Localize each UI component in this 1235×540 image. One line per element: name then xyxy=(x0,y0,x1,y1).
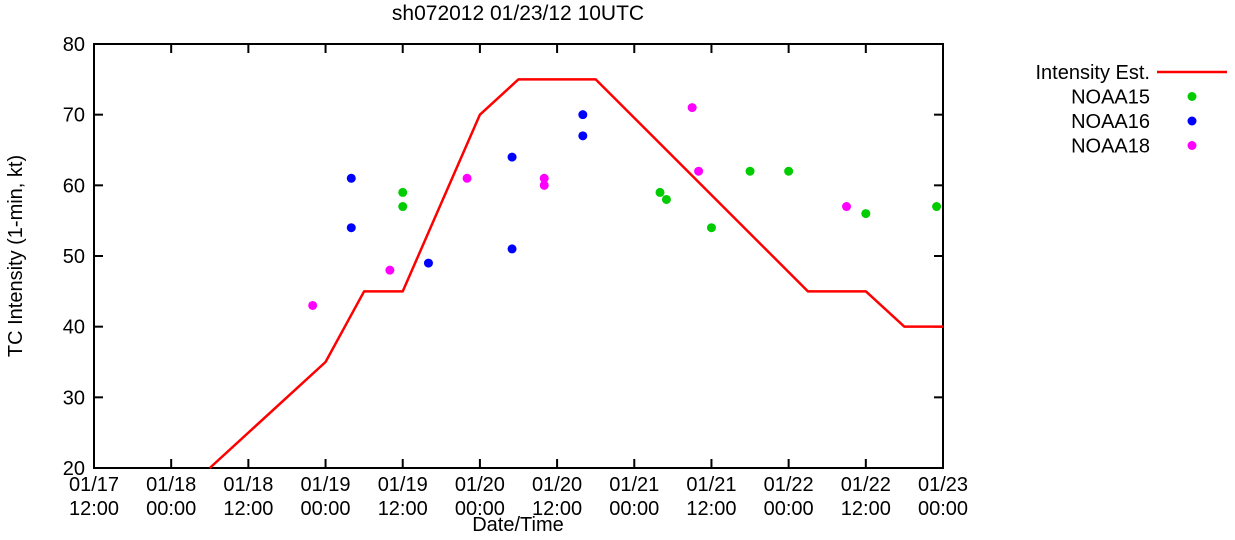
scatter-point-noaa18 xyxy=(687,103,697,113)
y-axis-label: TC Intensity (1-min, kt) xyxy=(5,155,27,357)
chart-title: sh072012 01/23/12 10UTC xyxy=(392,2,644,25)
scatter-point-noaa15 xyxy=(861,209,871,219)
plot-border xyxy=(93,43,944,469)
scatter-point-noaa16 xyxy=(423,258,433,268)
scatter-point-noaa15 xyxy=(655,187,665,197)
scatter-point-noaa15 xyxy=(932,202,942,212)
x-tick-time-label: 00:00 xyxy=(609,498,659,520)
legend-marker-noaa16 xyxy=(1187,116,1197,126)
x-tick-date-label: 01/22 xyxy=(841,474,891,496)
x-tick-time-label: 00:00 xyxy=(146,498,196,520)
scatter-point-noaa18 xyxy=(694,166,704,176)
y-tick-label: 80 xyxy=(63,34,85,56)
x-tick-time-label: 00:00 xyxy=(301,498,351,520)
x-tick-date-label: 01/18 xyxy=(223,474,273,496)
x-tick-date-label: 01/21 xyxy=(686,474,736,496)
x-tick-time-label: 12:00 xyxy=(532,498,582,520)
scatter-point-noaa15 xyxy=(745,166,755,176)
scatter-point-noaa16 xyxy=(507,244,517,254)
axis-ticks: 2030405060708001/1712:0001/1800:0001/181… xyxy=(63,34,968,520)
scatter-point-noaa18 xyxy=(539,180,549,190)
x-tick-date-label: 01/18 xyxy=(146,474,196,496)
scatter-point-noaa16 xyxy=(346,173,356,183)
scatter-point-noaa16 xyxy=(578,110,588,120)
series-line-intensity-est xyxy=(208,78,943,469)
scatter-point-noaa18 xyxy=(308,300,318,310)
x-axis-label: Date/Time xyxy=(472,514,564,536)
legend-label-noaa18: NOAA18 xyxy=(1071,136,1150,158)
x-tick-time-label: 12:00 xyxy=(378,498,428,520)
x-tick-time-label: 00:00 xyxy=(455,498,505,520)
legend-label-noaa16: NOAA16 xyxy=(1071,111,1150,133)
x-tick-time-label: 00:00 xyxy=(918,498,968,520)
x-tick-date-label: 01/20 xyxy=(455,474,505,496)
scatter-point-noaa15 xyxy=(398,187,408,197)
legend-marker-noaa15 xyxy=(1187,92,1197,101)
legend-label-intensity-est: Intensity Est. xyxy=(1036,62,1151,84)
x-tick-date-label: 01/21 xyxy=(609,474,659,496)
y-tick-label: 40 xyxy=(63,317,85,339)
x-tick-time-label: 12:00 xyxy=(223,498,273,520)
y-tick-label: 20 xyxy=(63,458,85,480)
y-tick-label: 70 xyxy=(63,105,85,127)
scatter-point-noaa18 xyxy=(462,173,472,183)
x-tick-time-label: 12:00 xyxy=(686,498,736,520)
y-tick-label: 60 xyxy=(63,175,85,197)
x-tick-time-label: 12:00 xyxy=(841,498,891,520)
scatter-point-noaa16 xyxy=(346,223,356,233)
scatter-point-noaa15 xyxy=(706,223,716,233)
x-tick-time-label: 12:00 xyxy=(69,498,119,520)
x-tick-date-label: 01/23 xyxy=(918,474,968,496)
legend-marker-noaa18 xyxy=(1187,141,1197,150)
scatter-point-noaa16 xyxy=(578,131,588,141)
x-tick-date-label: 01/22 xyxy=(764,474,814,496)
scatter-point-noaa18 xyxy=(385,265,395,275)
data-series xyxy=(208,78,943,469)
scatter-point-noaa16 xyxy=(507,152,517,162)
x-tick-date-label: 01/19 xyxy=(378,474,428,496)
scatter-point-noaa18 xyxy=(539,173,549,183)
scatter-point-noaa15 xyxy=(784,166,794,176)
x-tick-date-label: 01/20 xyxy=(532,474,582,496)
x-tick-date-label: 01/17 xyxy=(69,474,119,496)
y-tick-label: 50 xyxy=(63,246,85,268)
plot-frame xyxy=(93,43,944,469)
scatter-point-noaa15 xyxy=(398,202,408,212)
legend-label-noaa15: NOAA15 xyxy=(1071,87,1150,109)
x-tick-time-label: 00:00 xyxy=(764,498,814,520)
y-tick-label: 30 xyxy=(63,387,85,409)
scatter-point-noaa18 xyxy=(842,202,852,212)
x-tick-date-label: 01/19 xyxy=(301,474,351,496)
scatter-point-noaa15 xyxy=(661,194,671,204)
